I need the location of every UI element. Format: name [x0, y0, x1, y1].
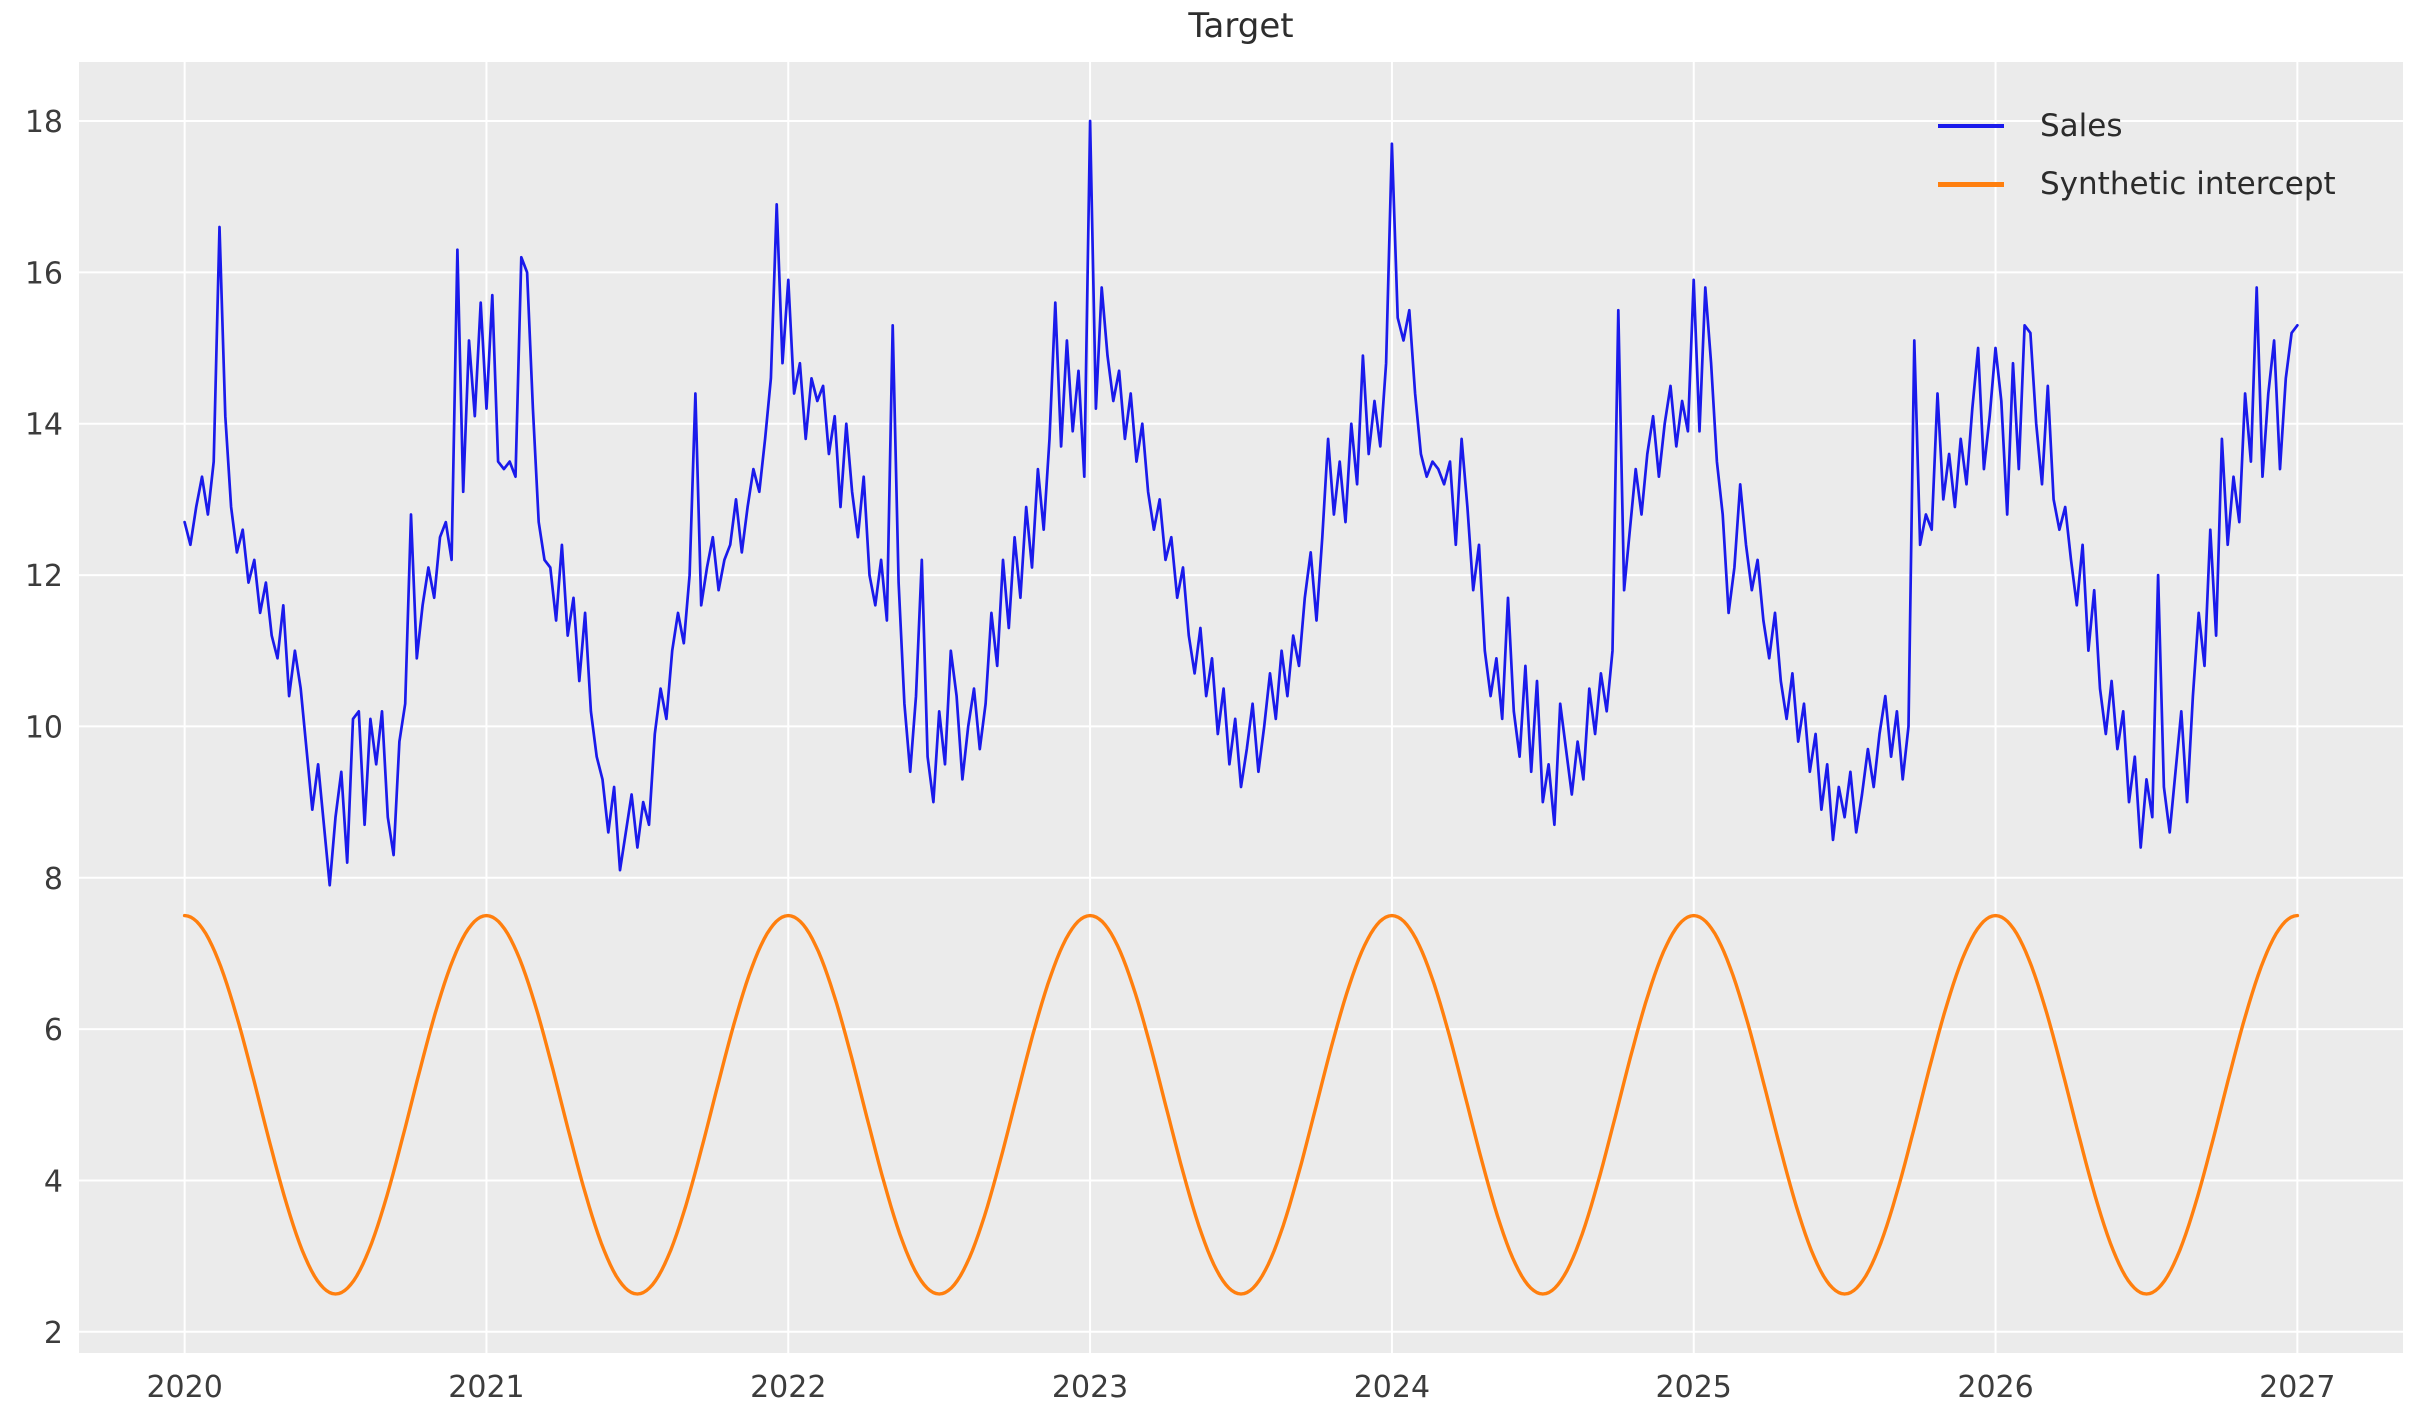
- x-tick-label: 2025: [1656, 1370, 1732, 1405]
- synthetic-intercept-line: [182, 913, 2300, 1296]
- legend: Sales Synthetic intercept: [1938, 97, 2336, 213]
- x-tick-label: 2027: [2259, 1370, 2335, 1405]
- sales-line-swatch: [1938, 124, 2004, 128]
- y-tick-label: 10: [25, 710, 63, 745]
- sales-line: [183, 119, 2299, 887]
- x-tick-label: 2026: [1957, 1370, 2033, 1405]
- y-tick-label: 12: [25, 559, 63, 594]
- y-tick-label: 4: [44, 1164, 63, 1199]
- legend-label-synthetic-intercept: Synthetic intercept: [2040, 166, 2336, 202]
- x-tick-label: 2023: [1052, 1370, 1128, 1405]
- y-tick-label: 2: [44, 1316, 63, 1351]
- legend-item-synthetic-intercept: Synthetic intercept: [1938, 155, 2336, 213]
- chart-title: Target: [1188, 6, 1294, 46]
- legend-label-sales: Sales: [2040, 108, 2123, 144]
- synthetic-intercept-line-swatch: [1938, 181, 2004, 187]
- legend-item-sales: Sales: [1938, 97, 2336, 155]
- x-tick-label: 2022: [750, 1370, 826, 1405]
- y-tick-label: 8: [44, 862, 63, 897]
- y-tick-label: 16: [25, 256, 63, 291]
- y-tick-label: 14: [25, 408, 63, 443]
- y-tick-label: 6: [44, 1013, 63, 1048]
- x-tick-label: 2024: [1354, 1370, 1430, 1405]
- x-tick-label: 2020: [146, 1370, 222, 1405]
- axes-background: [79, 62, 2403, 1353]
- x-tick-label: 2021: [448, 1370, 524, 1405]
- y-tick-label: 18: [25, 105, 63, 140]
